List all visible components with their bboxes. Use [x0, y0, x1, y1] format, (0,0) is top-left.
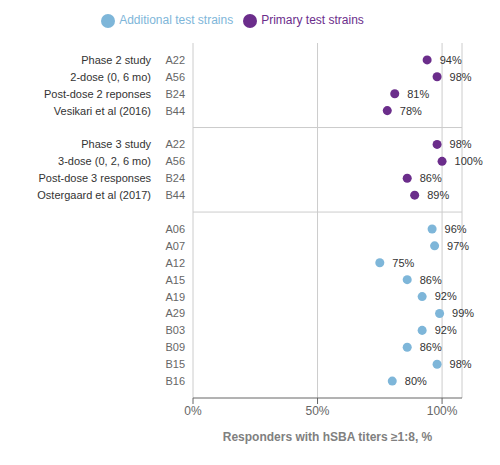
svg-text:81%: 81% [407, 88, 429, 100]
svg-text:98%: 98% [450, 71, 472, 83]
svg-text:0%: 0% [184, 404, 202, 418]
svg-text:A29: A29 [165, 307, 185, 319]
svg-text:98%: 98% [450, 358, 472, 370]
svg-text:75%: 75% [392, 257, 414, 269]
svg-text:99%: 99% [452, 307, 474, 319]
svg-text:A56: A56 [165, 71, 185, 83]
svg-text:B03: B03 [165, 324, 185, 336]
svg-text:2-dose (0, 6 mo): 2-dose (0, 6 mo) [70, 71, 151, 83]
svg-text:Ostergaard et al (2017): Ostergaard et al (2017) [37, 189, 151, 201]
svg-text:B24: B24 [165, 88, 185, 100]
svg-text:92%: 92% [435, 290, 457, 302]
html-text:Primary test strains: Primary test strains [261, 13, 364, 27]
svg-text:A22: A22 [165, 54, 185, 66]
svg-text:100%: 100% [455, 155, 483, 167]
html-text:Additional test strains: Additional test strains [119, 13, 234, 27]
svg-text:96%: 96% [445, 223, 467, 235]
svg-text:3-dose (0, 2, 6 mo): 3-dose (0, 2, 6 mo) [58, 155, 151, 167]
svg-text:Post-dose 2 reponses: Post-dose 2 reponses [44, 88, 152, 100]
svg-text:A19: A19 [165, 291, 185, 303]
svg-text:B44: B44 [165, 189, 185, 201]
svg-text:B16: B16 [165, 375, 185, 387]
svg-text:92%: 92% [435, 324, 457, 336]
svg-text:B09: B09 [165, 341, 185, 353]
svg-text:86%: 86% [420, 172, 442, 184]
svg-text:Phase 2 study: Phase 2 study [81, 54, 151, 66]
svg-text:B44: B44 [165, 105, 185, 117]
svg-text:100%: 100% [427, 404, 458, 418]
svg-text:89%: 89% [427, 189, 449, 201]
svg-text:A22: A22 [165, 138, 185, 150]
svg-text:Vesikari et al (2016): Vesikari et al (2016) [54, 105, 151, 117]
svg-text:98%: 98% [450, 138, 472, 150]
svg-text:86%: 86% [420, 341, 442, 353]
svg-text:A07: A07 [165, 240, 185, 252]
svg-text:A15: A15 [165, 274, 185, 286]
svg-text:78%: 78% [400, 105, 422, 117]
svg-text:B24: B24 [165, 172, 185, 184]
svg-text:B15: B15 [165, 358, 185, 370]
svg-text:94%: 94% [440, 54, 462, 66]
svg-text:Phase 3 study: Phase 3 study [81, 138, 151, 150]
svg-text:A56: A56 [165, 155, 185, 167]
svg-text:A12: A12 [165, 257, 185, 269]
svg-text:Responders with hSBA titers ≥1: Responders with hSBA titers ≥1:8, % [223, 430, 433, 444]
svg-text:97%: 97% [447, 240, 469, 252]
svg-text:Post-dose 3 responses: Post-dose 3 responses [38, 172, 151, 184]
svg-text:50%: 50% [306, 404, 330, 418]
svg-text:A06: A06 [165, 223, 185, 235]
svg-text:86%: 86% [420, 274, 442, 286]
svg-text:80%: 80% [405, 375, 427, 387]
